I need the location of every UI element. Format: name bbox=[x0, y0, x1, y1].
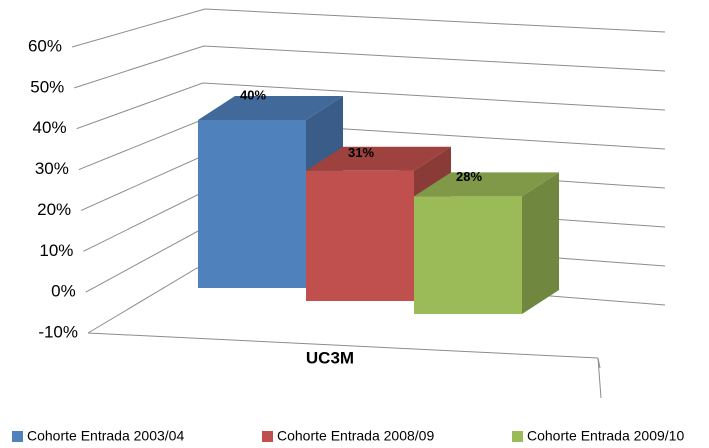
bar-top bbox=[198, 96, 343, 120]
bar-side bbox=[522, 172, 559, 314]
grid-line bbox=[76, 82, 666, 130]
y-tick-label: -10% bbox=[38, 322, 78, 341]
floor bbox=[87, 332, 602, 399]
legend-label: Cohorte Entrada 2008/09 bbox=[277, 428, 434, 444]
data-label: 40% bbox=[240, 87, 266, 102]
legend-swatch bbox=[512, 431, 523, 442]
y-tick-label: 40% bbox=[33, 118, 67, 137]
legend-swatch bbox=[12, 431, 23, 442]
y-tick-label: 10% bbox=[39, 241, 73, 260]
legend-label: Cohorte Entrada 2009/10 bbox=[527, 428, 684, 444]
data-label: 31% bbox=[348, 145, 374, 160]
y-tick-label: 30% bbox=[35, 159, 69, 178]
y-tick-label: 50% bbox=[30, 77, 64, 96]
bar bbox=[414, 196, 522, 314]
bar bbox=[198, 120, 306, 288]
y-tick-label: 60% bbox=[28, 36, 62, 55]
bar-top bbox=[414, 172, 559, 197]
x-tick-label: UC3M bbox=[306, 348, 354, 367]
data-label: 28% bbox=[456, 169, 482, 184]
y-tick-label: 0% bbox=[51, 282, 76, 301]
legend-label: Cohorte Entrada 2003/04 bbox=[27, 428, 184, 444]
y-tick-label: 20% bbox=[37, 200, 71, 219]
bar-top bbox=[306, 146, 451, 171]
bar bbox=[306, 170, 414, 301]
grid-line bbox=[74, 45, 666, 89]
legend-swatch bbox=[262, 431, 273, 442]
grid-line bbox=[71, 8, 666, 48]
